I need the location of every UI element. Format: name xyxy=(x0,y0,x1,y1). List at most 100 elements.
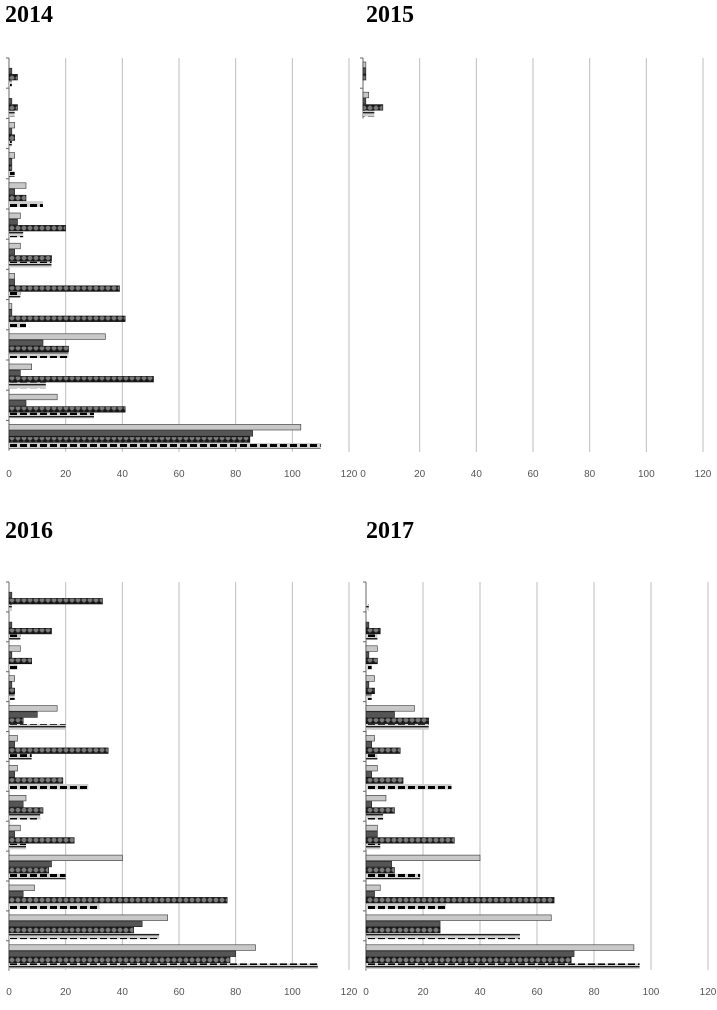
bar xyxy=(9,110,15,117)
bar xyxy=(8,765,18,772)
bar xyxy=(365,920,441,928)
bar xyxy=(365,956,572,964)
bar xyxy=(9,963,318,969)
bar xyxy=(8,255,52,262)
bar xyxy=(8,436,251,443)
bar xyxy=(9,292,21,298)
bar xyxy=(8,837,75,844)
bar xyxy=(365,681,370,688)
bar xyxy=(8,735,18,742)
bar xyxy=(8,134,15,141)
x-tick-label: 80 xyxy=(584,469,596,480)
bar xyxy=(366,933,520,940)
bar xyxy=(366,754,378,760)
bar xyxy=(365,860,392,868)
bar xyxy=(8,914,168,921)
bar xyxy=(9,933,160,940)
bar xyxy=(8,67,13,75)
x-tick-label: 60 xyxy=(527,469,539,480)
bar xyxy=(8,188,15,195)
bar xyxy=(8,430,253,437)
bar xyxy=(365,807,395,814)
x-tick-label: 120 xyxy=(700,987,717,998)
bar xyxy=(366,813,384,820)
bar xyxy=(8,249,15,256)
x-tick-label: 80 xyxy=(230,469,242,480)
bar xyxy=(365,884,381,891)
bar xyxy=(9,352,69,358)
bar xyxy=(9,664,18,670)
bar xyxy=(8,285,120,292)
bar xyxy=(8,920,143,928)
x-tick-label: 100 xyxy=(284,987,301,998)
bar xyxy=(8,333,106,340)
bar xyxy=(8,831,15,838)
bar xyxy=(366,694,372,700)
bar-chart: 0 20 40 60 80 100 120 xyxy=(6,581,358,998)
bar xyxy=(362,67,367,75)
bar xyxy=(9,843,26,850)
bar xyxy=(9,443,321,449)
chart-panel-2017: 2017 0 20 40 60 80 100 120 xyxy=(358,510,717,1010)
bar xyxy=(8,801,24,808)
bar xyxy=(366,903,446,910)
bar xyxy=(362,74,367,81)
x-tick-label: 20 xyxy=(60,469,72,480)
bar xyxy=(8,705,58,712)
bar xyxy=(8,194,27,202)
bar xyxy=(365,711,395,718)
bar xyxy=(8,225,66,232)
bar xyxy=(365,675,375,682)
bar xyxy=(8,897,228,904)
bar xyxy=(8,242,21,250)
bar xyxy=(9,201,43,207)
bar xyxy=(366,784,452,790)
bar xyxy=(8,741,15,748)
bar xyxy=(8,867,49,874)
chart-title: 2016 xyxy=(5,518,53,544)
bar xyxy=(9,784,89,790)
bar xyxy=(9,382,46,389)
bar xyxy=(8,926,134,934)
bar xyxy=(365,837,455,844)
bar xyxy=(8,128,13,135)
bar xyxy=(8,621,13,628)
bar xyxy=(9,322,26,328)
bar xyxy=(362,91,369,99)
bar xyxy=(8,339,44,346)
bar xyxy=(366,664,372,670)
bar xyxy=(8,98,13,105)
bar xyxy=(9,903,100,910)
bar xyxy=(8,212,21,219)
bar xyxy=(362,61,367,68)
bar xyxy=(362,98,367,105)
bar xyxy=(8,303,13,310)
x-tick-label: 120 xyxy=(695,469,712,480)
bar xyxy=(8,218,18,226)
bar xyxy=(363,110,375,117)
bar xyxy=(8,651,13,658)
chart-title: 2015 xyxy=(366,2,414,28)
bar xyxy=(8,675,15,682)
x-tick-label: 0 xyxy=(363,987,369,998)
bar xyxy=(9,694,15,700)
bar xyxy=(9,604,12,611)
chart-title: 2017 xyxy=(366,518,414,544)
bar xyxy=(8,890,24,898)
bar xyxy=(366,604,369,611)
bar xyxy=(365,628,381,635)
x-tick-label: 20 xyxy=(60,987,72,998)
bar-chart: 0 20 40 60 80 100 120 xyxy=(360,57,712,480)
bar xyxy=(366,843,381,850)
bar xyxy=(8,309,13,316)
x-tick-label: 0 xyxy=(360,469,366,480)
bar xyxy=(8,884,35,891)
bar xyxy=(9,141,12,147)
bar xyxy=(8,777,64,784)
bar xyxy=(8,104,18,111)
bar xyxy=(365,651,370,658)
bar xyxy=(8,424,302,431)
bar xyxy=(365,747,401,754)
bar-chart: 0 20 40 60 80 100 120 xyxy=(6,57,358,480)
bar xyxy=(365,741,372,748)
